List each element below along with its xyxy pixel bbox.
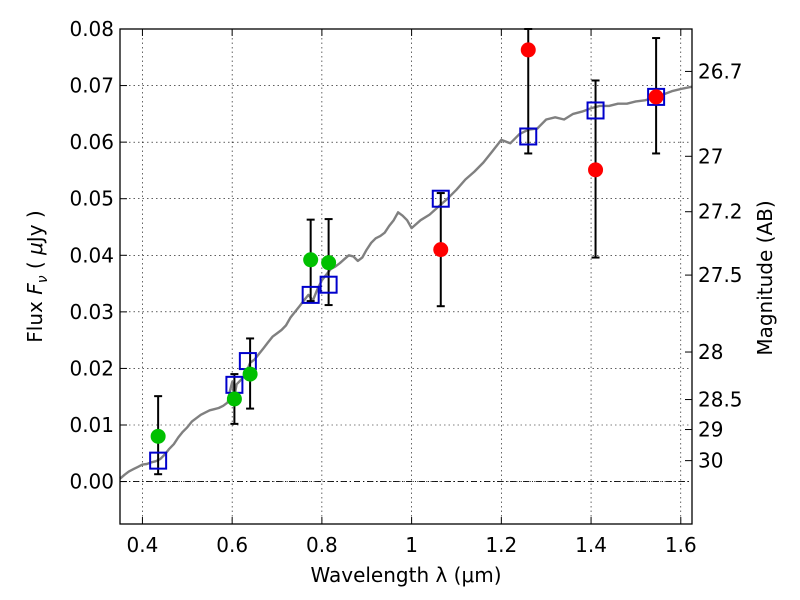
y2-axis-label: Magnitude (AB) [753,200,777,355]
model-photometry-square [519,127,538,146]
magnitude-tick-label: 30 [698,449,723,473]
model-photometry-square [431,189,450,208]
near-ir-point [433,242,449,258]
plot-frame [119,28,693,525]
model-photometry-square [586,101,605,120]
magnitude-tick-label: 28 [698,340,723,364]
magnitude-tick-label: 29 [698,418,723,442]
optical-point [150,428,166,444]
plot-area [119,28,693,480]
x-axis-label: Wavelength λ (μm) [310,563,501,587]
y-axis-label-paren: ( [23,255,47,276]
y-axis-label-unit: Jy ) [23,210,47,244]
near-ir-point [648,89,664,105]
y-axis-label-text: Flux [23,295,47,343]
optical-point [242,366,258,382]
y-tick-label: 0.04 [69,243,114,267]
x-tick-label: 0.4 [127,533,159,557]
y-tick-label: 0.00 [69,470,114,494]
y-tick-label: 0.03 [69,300,114,324]
axis-ticks [120,28,692,524]
y-axis-label-subscript: ν [35,275,51,283]
x-tick-label: 0.8 [306,533,338,557]
near-ir-point [588,162,604,178]
y-axis-label-symbol: F [23,283,47,295]
x-tick-label: 0.6 [216,533,248,557]
y-axis-label: Flux Fν ( μJy ) [23,210,51,342]
x-tick-label: 1.4 [575,533,607,557]
magnitude-tick-label: 28.5 [698,388,743,412]
grid [120,28,692,524]
y-tick-label: 0.02 [69,356,114,380]
model-photometry-square [301,285,320,304]
model-photometry-square [647,87,666,106]
y-tick-label: 0.07 [69,74,114,98]
y-tick-label: 0.06 [69,130,114,154]
model-photometry-square [149,451,168,470]
optical-point [226,391,242,407]
x-tick-label: 1.6 [665,533,697,557]
near-ir-point [520,42,536,58]
magnitude-tick-label: 26.7 [698,59,743,83]
y-tick-label: 0.08 [69,17,114,41]
axis-tick-labels: 0.4 0.6 0.8 1 1.2 1.4 1.6 0.00 0.01 0.02 0.03 0.04 0… [69,17,742,557]
y-tick-label: 0.01 [69,413,114,437]
optical-point [303,252,319,268]
x-tick-label: 1.2 [485,533,517,557]
model-photometry-square [319,275,338,294]
optical-point [321,255,337,271]
magnitude-tick-label: 27.5 [698,263,743,287]
y-tick-label: 0.05 [69,187,114,211]
magnitude-tick-label: 27.2 [698,200,743,224]
magnitude-tick-label: 27 [698,144,723,168]
y-axis-label-mu: μ [23,242,47,256]
x-tick-label: 1 [405,533,418,557]
